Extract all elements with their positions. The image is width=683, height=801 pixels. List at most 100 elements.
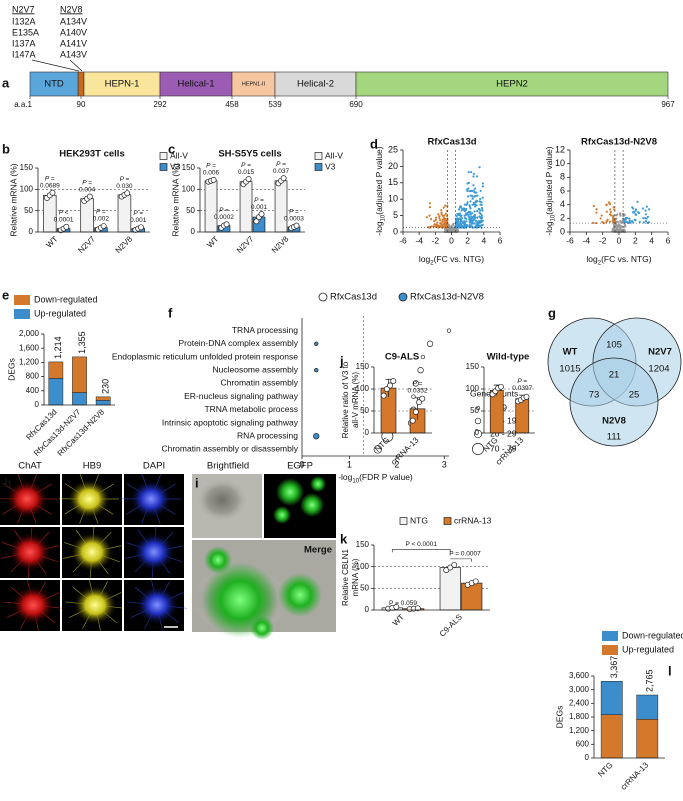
y-tick-label: 600 xyxy=(576,739,590,748)
data-point xyxy=(100,223,107,229)
domain xyxy=(159,71,233,97)
channel-label: ChAT xyxy=(18,461,42,472)
background-dot xyxy=(595,221,598,225)
y-tick-label: 150 xyxy=(182,163,196,172)
panel-letter: f xyxy=(168,305,173,320)
y-tick-label: 1,600 xyxy=(19,343,40,352)
background-dot xyxy=(618,212,621,215)
background-dot xyxy=(452,222,455,226)
position-label: 967 xyxy=(661,100,675,109)
x-tick-label: N2V7 xyxy=(235,234,256,255)
background-dot xyxy=(433,219,436,223)
background-dot xyxy=(617,228,620,231)
background-dot xyxy=(479,224,482,227)
image-label: Merge xyxy=(304,545,332,556)
background-dot xyxy=(433,223,436,226)
y-tick-label: 2,000 xyxy=(19,329,40,338)
background-dot xyxy=(476,194,479,197)
data-point xyxy=(124,190,131,197)
panel-letter: e xyxy=(2,287,9,302)
p-value-label: 0.001 xyxy=(130,217,147,224)
background-dot xyxy=(612,206,615,209)
background-dot xyxy=(609,208,612,211)
background-dot xyxy=(437,213,440,216)
dot xyxy=(314,341,319,346)
background-dot xyxy=(475,220,479,223)
legend-swatch xyxy=(314,163,323,171)
background-dot xyxy=(467,195,470,198)
y-tick-label: 5 xyxy=(393,210,398,220)
data-point xyxy=(253,218,260,225)
background-dot xyxy=(468,205,471,208)
background-dot xyxy=(473,210,476,213)
x-tick-label: -2 xyxy=(599,235,607,245)
background-dot xyxy=(477,207,480,211)
background-dot xyxy=(457,208,461,211)
background-dot xyxy=(428,214,431,217)
p-value-label: P = xyxy=(517,378,527,385)
background-dot xyxy=(468,217,472,220)
y-axis-label: all-V mRNA (%) xyxy=(351,372,360,428)
background-dot xyxy=(481,223,484,227)
background-dot xyxy=(624,225,627,228)
background-dot xyxy=(469,225,472,228)
background-dot xyxy=(442,222,445,226)
panel-letter: j xyxy=(339,353,344,368)
x-tick-label: 0 xyxy=(299,459,304,469)
size-legend-marker xyxy=(474,417,482,425)
background-dot xyxy=(633,218,636,221)
domain xyxy=(29,71,79,97)
data-point xyxy=(393,604,400,610)
background-dot xyxy=(645,217,648,220)
x-tick-label: crRNA-13 xyxy=(389,435,421,467)
background-dot xyxy=(599,217,602,220)
x-tick-label: N2V8 xyxy=(270,234,291,255)
mutation: A143V xyxy=(60,49,87,59)
background-dot xyxy=(478,200,481,203)
data-point xyxy=(414,605,421,612)
background-dot xyxy=(480,206,484,210)
y-tick-label: 100 xyxy=(356,384,370,393)
background-dot xyxy=(623,223,626,226)
background-dot xyxy=(467,187,470,190)
x-tick-label: 3 xyxy=(442,459,447,469)
background-dot xyxy=(475,222,479,225)
cell-cluster xyxy=(73,585,117,625)
background-dot xyxy=(642,217,645,220)
y-tick-label: 150 xyxy=(20,163,34,172)
background-dot xyxy=(621,229,624,232)
position-prefix: a.a. xyxy=(14,100,27,109)
region-count: 1015 xyxy=(559,364,580,375)
background-dot xyxy=(641,207,644,210)
term-label: Intrinsic apoptotic signaling pathway xyxy=(162,417,299,427)
p-value-label: P = xyxy=(206,163,216,170)
point-cloud xyxy=(591,200,651,234)
background-dot xyxy=(647,221,651,224)
background-dot xyxy=(614,223,617,226)
panel-letter: h xyxy=(4,475,12,490)
x-tick-label: -6 xyxy=(399,235,407,245)
fluorescent-cluster xyxy=(278,573,322,617)
legend-swatch xyxy=(314,152,323,160)
y-axis-label: -log10(adjusted P value) xyxy=(374,146,386,235)
background-dot xyxy=(592,204,595,208)
panel-letter: c xyxy=(168,141,175,156)
region-count: 111 xyxy=(607,432,621,443)
background-dot xyxy=(618,224,622,227)
background-dot xyxy=(601,220,604,224)
domain-label: HEPN1-II xyxy=(242,81,266,87)
cell-cluster xyxy=(129,479,173,519)
y-axis-label: -log10(adjusted P value) xyxy=(544,146,556,235)
data-point xyxy=(387,382,394,389)
background-dot xyxy=(460,217,463,220)
connector xyxy=(31,59,80,72)
background-dot xyxy=(634,212,637,215)
cell-cluster xyxy=(132,532,176,572)
background-dot xyxy=(440,209,443,212)
p-value-label: 0.030 xyxy=(116,183,133,190)
background-dot xyxy=(467,181,470,184)
background-dot xyxy=(623,220,626,223)
bar xyxy=(117,194,132,233)
legend-swatch xyxy=(159,152,168,160)
background-dot xyxy=(434,218,437,221)
